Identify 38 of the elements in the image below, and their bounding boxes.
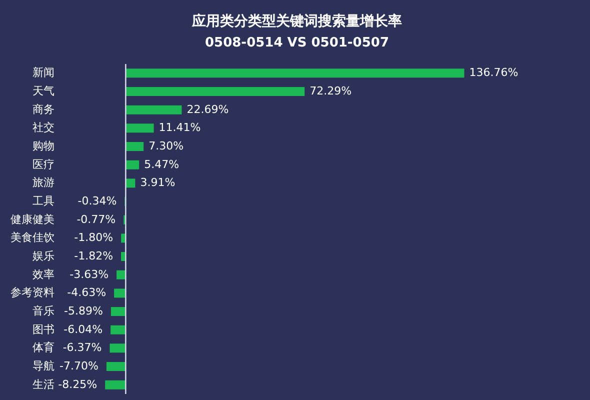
- data-label: -6.37%: [62, 341, 102, 354]
- y-tick-label: 参考资料: [10, 286, 54, 300]
- y-tick-label: 新闻: [32, 66, 54, 80]
- data-label: -0.77%: [76, 212, 116, 226]
- data-label: 11.41%: [158, 121, 201, 134]
- chart-title: 应用类分类型关键词搜索量增长率: [191, 12, 402, 30]
- data-label: 136.76%: [469, 66, 518, 80]
- data-label: 5.47%: [144, 158, 180, 171]
- data-label: -8.25%: [58, 378, 98, 391]
- y-tick-label: 体育: [32, 341, 54, 354]
- y-tick-label: 工具: [32, 194, 54, 208]
- data-label: -7.70%: [60, 360, 98, 372]
- data-label: -1.80%: [74, 231, 114, 244]
- y-tick-label: 旅游: [32, 176, 54, 190]
- chart-subtitle: 0508-0514 VS 0501-0507: [205, 36, 389, 50]
- y-tick-label: 图书: [32, 322, 54, 336]
- data-label: 7.30%: [148, 140, 184, 152]
- data-label: -3.63%: [70, 268, 109, 281]
- y-tick-label: 生活: [32, 378, 54, 391]
- y-tick-label: 商务: [32, 102, 54, 116]
- y-tick-label: 天气: [32, 84, 54, 98]
- data-label: -0.34%: [78, 194, 117, 208]
- data-label: -1.82%: [74, 250, 114, 262]
- data-label: -5.89%: [64, 304, 103, 318]
- y-tick-label: 娱乐: [32, 250, 54, 262]
- y-tick-label: 美食佳饮: [10, 231, 54, 244]
- y-tick-label: 健康健美: [10, 212, 54, 226]
- data-label: 3.91%: [140, 176, 176, 190]
- y-tick-label: 效率: [32, 268, 54, 281]
- y-tick-label: 音乐: [32, 304, 54, 318]
- y-tick-label: 社交: [32, 121, 54, 134]
- data-label: 22.69%: [186, 102, 229, 116]
- y-tick-label: 导航: [32, 360, 54, 372]
- data-label: -6.04%: [64, 322, 103, 336]
- y-tick-label: 购物: [32, 140, 54, 152]
- data-label: 72.29%: [310, 84, 352, 98]
- data-label: -4.63%: [67, 286, 106, 300]
- y-tick-label: 医疗: [32, 158, 54, 171]
